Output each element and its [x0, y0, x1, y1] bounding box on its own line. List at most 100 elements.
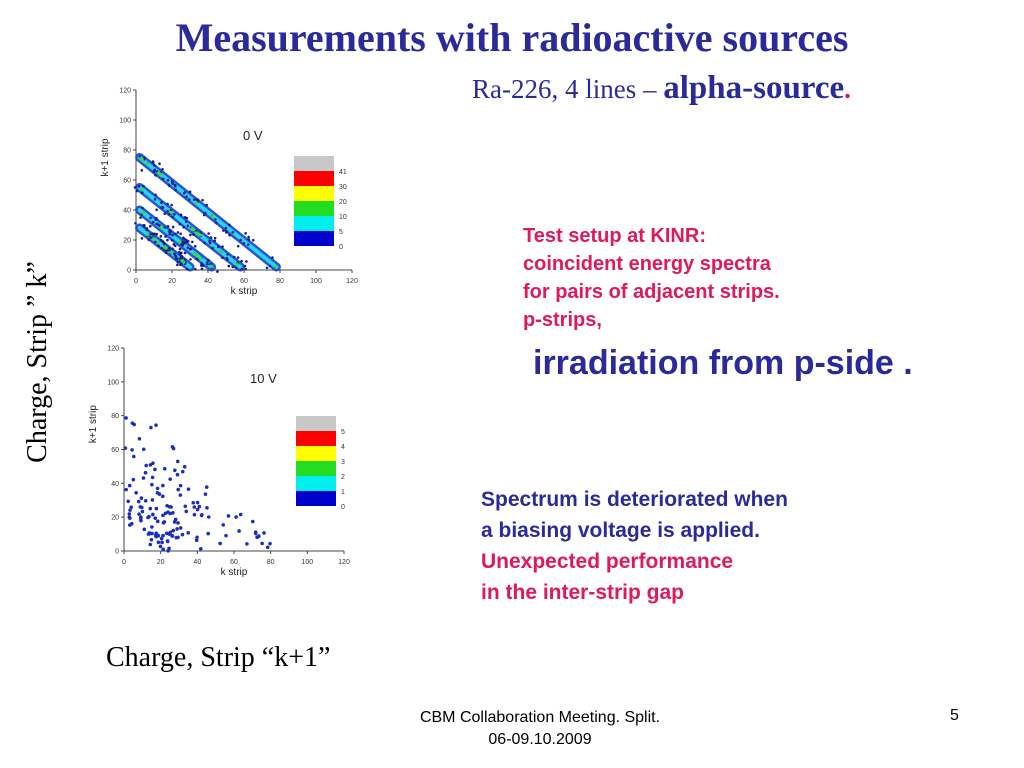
color-scale-label: 1 [341, 489, 345, 496]
y-tick-label: 0 [127, 268, 131, 275]
data-point [167, 212, 171, 216]
color-scale-segment [294, 156, 334, 171]
data-point [154, 174, 157, 177]
data-point [130, 448, 134, 452]
data-point [171, 238, 174, 242]
data-point [200, 512, 204, 517]
data-point [150, 475, 155, 480]
data-point [161, 168, 164, 171]
data-point [234, 266, 238, 269]
data-point [189, 258, 192, 261]
data-point [154, 506, 159, 511]
data-point [151, 220, 155, 224]
data-point [227, 264, 231, 268]
data-point [224, 226, 228, 230]
color-scale-label: 5 [339, 229, 343, 236]
slide-subtitle: Ra-226, 4 lines – alpha-source. [472, 70, 851, 107]
data-point [156, 240, 160, 245]
data-point [183, 258, 187, 261]
data-point [207, 232, 210, 235]
data-point [149, 224, 152, 228]
voltage-label: 10 V [250, 371, 277, 386]
band-ridge [137, 155, 279, 269]
data-point [132, 422, 137, 427]
data-point [175, 459, 180, 464]
data-point [159, 225, 163, 229]
horizontal-axis-caption: Charge, Strip “k+1” [106, 642, 331, 673]
data-point [145, 227, 149, 230]
data-point [260, 541, 264, 546]
data-point [202, 213, 206, 217]
data-point [167, 546, 171, 551]
data-point [171, 215, 174, 219]
data-point [221, 245, 224, 248]
data-point [123, 446, 128, 450]
data-point [164, 235, 167, 238]
data-point [194, 267, 197, 271]
data-point [182, 226, 185, 229]
data-point [140, 191, 144, 194]
data-point [159, 238, 163, 242]
x-axis-label: k strip [221, 567, 248, 578]
x-tick-label: 100 [301, 559, 313, 566]
x-axis-label: k strip [231, 286, 258, 297]
data-point [226, 514, 231, 518]
data-point [173, 252, 176, 256]
data-point [142, 527, 147, 532]
data-point [179, 213, 183, 217]
y-tick-label: 120 [119, 88, 131, 95]
data-point [231, 230, 235, 234]
x-tick-label: 60 [230, 559, 238, 566]
y-tick-label: 100 [107, 379, 119, 386]
data-point [167, 183, 171, 187]
data-point [155, 491, 160, 495]
data-point [135, 189, 139, 193]
color-scale-label: 5 [341, 429, 345, 436]
data-point [151, 237, 156, 241]
data-point [124, 487, 129, 492]
data-point [236, 244, 240, 248]
data-point [211, 246, 215, 250]
data-point [188, 190, 192, 194]
data-point [166, 224, 170, 228]
data-point [208, 241, 212, 245]
data-point [167, 532, 171, 536]
data-point [146, 232, 150, 237]
data-point [154, 423, 158, 427]
data-point [175, 527, 179, 531]
data-point [160, 201, 163, 204]
data-point [206, 531, 210, 536]
data-point [176, 231, 180, 234]
data-point [215, 221, 218, 225]
data-point [176, 263, 179, 267]
data-point [183, 251, 187, 255]
data-point [225, 256, 229, 260]
data-point [180, 532, 185, 537]
data-point [192, 512, 197, 517]
data-point [150, 482, 154, 487]
data-point [247, 238, 251, 241]
data-point [224, 229, 228, 233]
data-point [127, 512, 132, 516]
data-point [134, 490, 138, 495]
data-point [224, 533, 228, 538]
data-point [129, 505, 134, 510]
data-point [255, 535, 259, 540]
data-point [152, 161, 155, 164]
color-scale-segment [296, 491, 336, 506]
color-scale-label: 20 [339, 199, 347, 206]
data-point [238, 512, 243, 517]
data-point [147, 238, 151, 242]
data-point [163, 226, 167, 229]
data-point [242, 242, 246, 245]
data-point [184, 509, 189, 514]
data-point [128, 508, 132, 512]
data-point [175, 472, 180, 477]
data-point [141, 206, 144, 210]
data-point [148, 506, 153, 511]
data-point [139, 216, 142, 219]
data-point [245, 542, 249, 546]
data-point [205, 203, 208, 207]
color-scale-segment [294, 216, 334, 231]
